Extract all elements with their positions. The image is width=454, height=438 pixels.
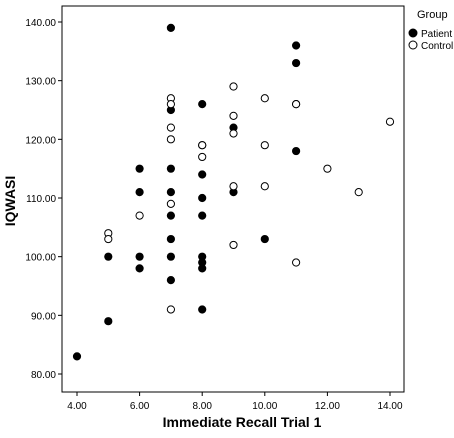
control-point [229, 111, 238, 120]
control-point [229, 129, 238, 138]
control-point [260, 141, 269, 150]
patient-point [135, 164, 144, 173]
patient-point [292, 58, 301, 68]
y-tick-label: 140.00 [25, 18, 56, 29]
patient-point [198, 264, 207, 273]
x-tick-label: 4.00 [67, 401, 87, 412]
control-point [198, 152, 207, 162]
legend-marker-control [408, 40, 418, 50]
patient-point [72, 352, 82, 361]
y-tick-label: 100.00 [25, 253, 56, 264]
patient-point [166, 211, 175, 220]
patient-point [198, 305, 207, 314]
y-tick-label: 80.00 [31, 370, 56, 381]
patient-point [166, 252, 175, 261]
patient-point [135, 264, 144, 273]
y-tick-label: 120.00 [25, 135, 56, 146]
patient-point [166, 164, 175, 173]
control-point [229, 240, 238, 250]
y-axis-label: IQWASI [2, 176, 18, 227]
y-tick-label: 90.00 [31, 311, 56, 322]
patient-point [292, 41, 301, 50]
control-point [385, 117, 395, 126]
patient-point [135, 188, 144, 197]
control-point [292, 100, 301, 109]
x-axis-label: Immediate Recall Trial 1 [163, 414, 322, 430]
control-point [229, 82, 238, 91]
control-point [166, 123, 175, 132]
y-tick-label: 110.00 [26, 194, 56, 205]
legend-marker-patient [408, 28, 418, 38]
x-tick-label: 12.00 [315, 401, 340, 412]
patient-point [135, 252, 144, 261]
control-point [166, 199, 175, 208]
legend-label-control: Control [421, 41, 453, 52]
control-point [260, 182, 269, 191]
legend: Group Patient Control [408, 9, 453, 52]
patient-point [292, 146, 301, 156]
legend-title: Group [417, 9, 448, 21]
x-tick-label: 14.00 [377, 401, 402, 412]
patient-point [166, 188, 175, 197]
patient-point [198, 211, 207, 220]
patient-point [198, 100, 207, 109]
x-tick-label: 8.00 [192, 401, 212, 412]
plot-frame [61, 5, 405, 393]
patient-point [198, 170, 207, 179]
control-point [166, 305, 175, 314]
x-tick-label: 6.00 [130, 401, 150, 412]
control-point [323, 164, 332, 173]
control-point [166, 135, 175, 144]
y-tick-label: 130.00 [25, 77, 56, 88]
patient-point [104, 252, 113, 261]
control-point [354, 188, 363, 197]
patient-point [198, 193, 207, 203]
patient-point [166, 23, 175, 32]
legend-label-patient: Patient [421, 29, 452, 40]
control-point [198, 141, 207, 150]
patient-point [166, 234, 175, 244]
patient-point [166, 276, 175, 285]
control-point [260, 94, 269, 103]
control-point [229, 182, 238, 191]
control-point [292, 258, 301, 267]
control-point [135, 211, 144, 220]
x-tick-label: 10.00 [252, 401, 277, 412]
control-point [166, 100, 175, 109]
patient-point [104, 317, 113, 326]
patient-point [260, 234, 269, 244]
control-point [104, 234, 113, 244]
